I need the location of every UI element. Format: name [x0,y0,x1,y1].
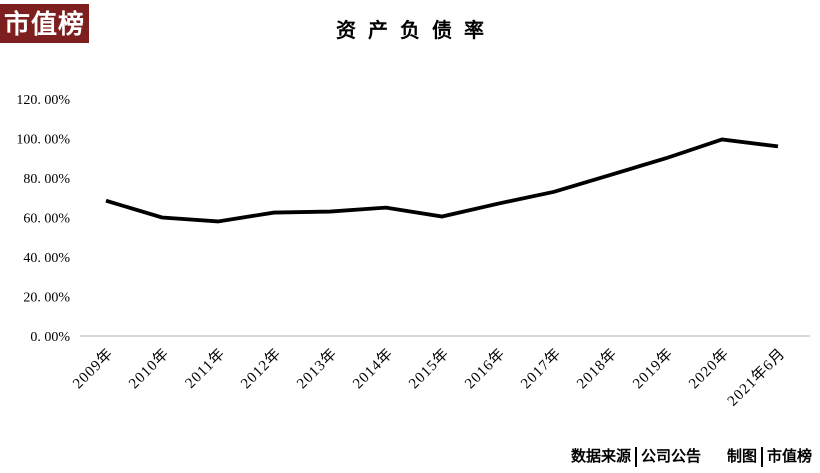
x-tick-label: 2011年 [182,345,229,392]
x-tick-label: 2010年 [125,345,172,392]
x-tick-label: 2019年 [629,345,676,392]
footer-divider-icon [760,447,763,467]
shizhibang-logo: 市值榜 [0,4,89,43]
y-tick-label: 0. 00% [30,330,70,345]
x-tick-label: 2015年 [405,345,452,392]
x-tick-label: 2018年 [573,345,620,392]
x-tick-label: 2016年 [461,345,508,392]
y-tick-label: 100. 00% [16,133,70,148]
y-tick-label: 120. 00% [16,93,70,108]
x-tick-label: 2012年 [237,345,284,392]
y-tick-label: 80. 00% [23,172,70,187]
x-tick-label: 2009年 [69,345,116,392]
footer-credit-label: 制图 [726,448,757,465]
logo-text: 市值榜 [3,8,85,39]
x-tick-label: 2014年 [349,345,396,392]
footer-credit-value: 市值榜 [766,448,812,465]
footer-source-value: 公司公告 [640,448,701,465]
x-tick-label: 2017年 [517,345,564,392]
asset-liability-ratio-line [105,137,779,224]
x-tick-label: 2021年6月 [724,345,789,410]
y-tick-label: 20. 00% [23,291,70,306]
y-tick-label: 60. 00% [23,212,70,227]
x-tick-label: 2020年 [685,345,732,392]
footer-source-label: 数据来源 [570,448,631,465]
x-tick-label: 2013年 [293,345,340,392]
y-tick-label: 40. 00% [23,251,70,266]
footer-credits: 数据来源 公司公告 制图 市值榜 [571,447,812,467]
chart-title: 资产负债率 [336,20,496,42]
footer-divider-icon [634,447,637,467]
